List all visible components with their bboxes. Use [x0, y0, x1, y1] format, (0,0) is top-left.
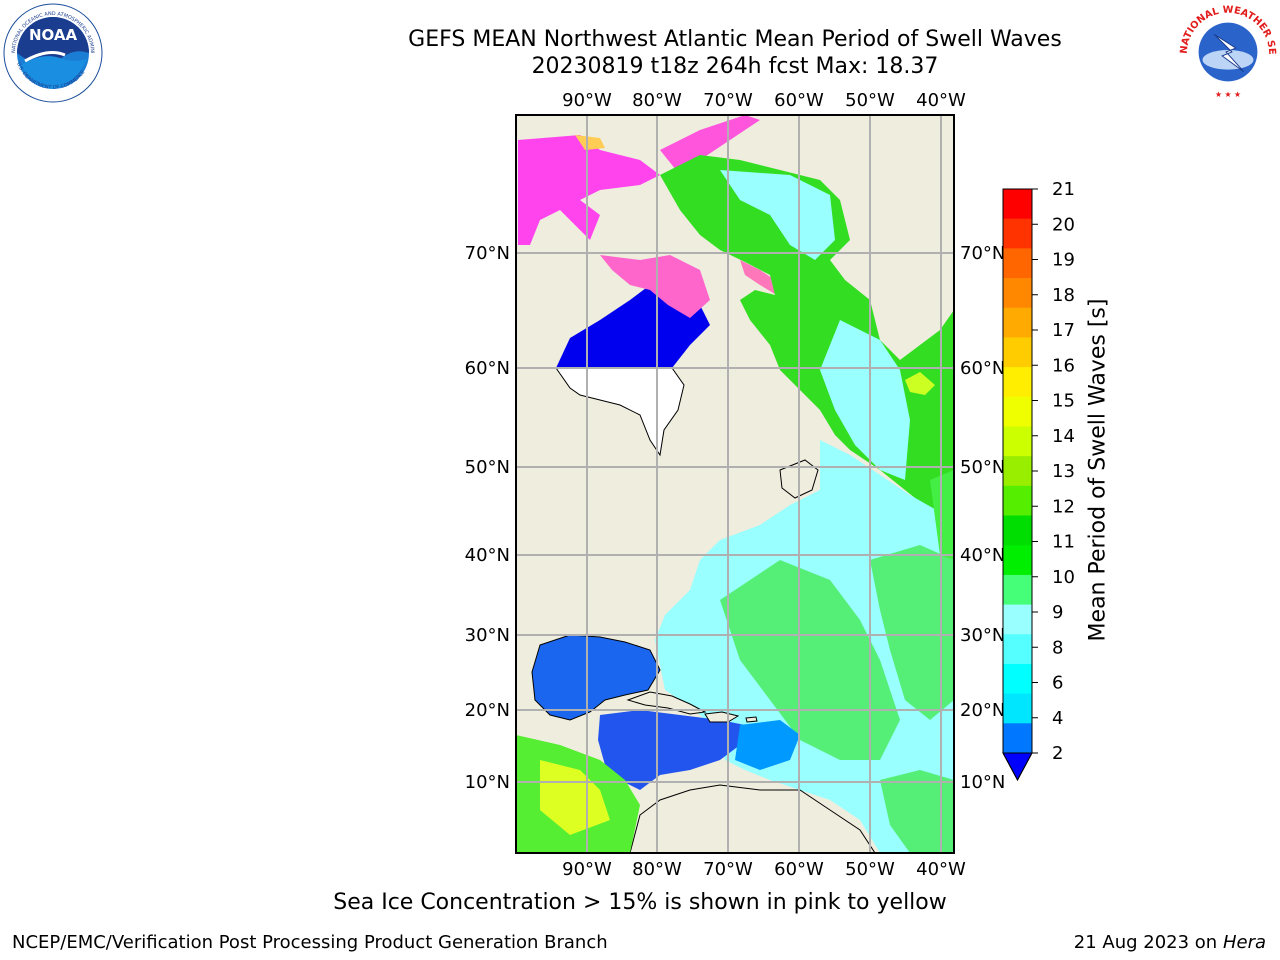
colorbar-swatch	[1003, 485, 1032, 517]
colorbar-swatch	[1003, 456, 1032, 487]
colorbar-label: Mean Period of Swell Waves [s]	[1085, 298, 1111, 642]
lon-tick-top: 70°W	[703, 90, 753, 111]
colorbar-tick-label: 9	[1052, 602, 1063, 623]
lon-tick-top: 80°W	[632, 90, 682, 111]
colorbar-tick-label: 21	[1052, 179, 1075, 200]
colorbar-swatch	[1003, 426, 1032, 457]
lat-tick-right: 10°N	[960, 772, 1005, 793]
ocean-patch	[720, 170, 835, 260]
lon-tick-top: 90°W	[562, 90, 612, 111]
colorbar-tick-label: 12	[1052, 496, 1075, 517]
lat-tick-left: 30°N	[465, 625, 510, 646]
lon-tick-bottom: 90°W	[562, 859, 612, 880]
sea-ice-strait	[600, 255, 710, 318]
greenland-yellow-patch	[905, 372, 935, 395]
south-america	[629, 784, 876, 853]
colorbar-swatch	[1003, 396, 1032, 427]
colorbar-tick-label: 14	[1052, 426, 1075, 447]
colorbar-swatch	[1003, 545, 1032, 576]
colorbar-tick-label: 11	[1052, 532, 1075, 553]
credit-text: NCEP/EMC/Verification Post Processing Pr…	[12, 932, 608, 953]
sea-ice-yellow	[575, 135, 605, 150]
colorbar-tick-label: 4	[1052, 708, 1063, 729]
colorbar-swatch	[1003, 189, 1032, 220]
lon-tick-bottom: 70°W	[703, 859, 753, 880]
colorbar-tick-label: 19	[1052, 250, 1075, 271]
sea-ice-channels	[518, 135, 660, 245]
colorbar-swatch	[1003, 367, 1032, 398]
lon-tick-top: 50°W	[845, 90, 895, 111]
chart-title: GEFS MEAN Northwest Atlantic Mean Period…	[408, 27, 1062, 52]
lat-tick-right: 40°N	[960, 545, 1005, 566]
colorbar-tick-label: 2	[1052, 743, 1063, 764]
colorbar-swatch	[1003, 574, 1032, 606]
hispaniola	[704, 711, 740, 723]
colorbar-tick-label: 13	[1052, 461, 1075, 482]
colorbar-tick-label: 17	[1052, 320, 1075, 341]
graticule	[516, 115, 954, 853]
lat-tick-right: 20°N	[960, 700, 1005, 721]
lon-tick-bottom: 80°W	[632, 859, 682, 880]
run-date-text: 21 Aug 2023 on	[1073, 932, 1218, 953]
lat-tick-left: 70°N	[465, 243, 510, 264]
colorbar-swatch	[1003, 663, 1032, 695]
lat-tick-right: 60°N	[960, 358, 1005, 379]
colorbar-tick-label: 8	[1052, 637, 1063, 658]
colorbar-tick-label: 18	[1052, 285, 1075, 306]
lon-tick-top: 60°W	[774, 90, 824, 111]
colorbar-swatch	[1003, 693, 1032, 724]
lat-tick-right: 30°N	[960, 625, 1005, 646]
gulf-of-mexico	[531, 634, 661, 721]
lon-tick-bottom: 40°W	[916, 859, 966, 880]
lon-tick-bottom: 50°W	[845, 859, 895, 880]
puerto-rico	[745, 716, 758, 723]
colorbar-tick-label: 15	[1052, 391, 1075, 412]
noaa-logo: NOAA NATIONAL OCEANIC AND ATMOSPHERIC AD…	[3, 3, 103, 103]
lat-tick-left: 10°N	[465, 772, 510, 793]
colorbar-tick-label: 10	[1052, 567, 1075, 588]
colorbar-swatch	[1003, 218, 1032, 249]
lat-tick-left: 50°N	[465, 457, 510, 478]
map-frame	[515, 114, 955, 854]
caribbean-sea-east	[735, 720, 800, 770]
sea-ice-note: Sea Ice Concentration > 15% is shown in …	[333, 890, 947, 915]
colorbar-tick-label: 20	[1052, 214, 1075, 235]
colorbar-tick-label: 6	[1052, 673, 1063, 694]
lat-tick-left: 20°N	[465, 700, 510, 721]
colorbar-swatch	[1003, 515, 1032, 546]
colorbar-frame	[1002, 188, 1033, 782]
svg-text:NOAA: NOAA	[29, 26, 78, 44]
lat-tick-left: 60°N	[465, 358, 510, 379]
colorbar-swatch	[1003, 337, 1032, 368]
ocean-green-patch	[870, 545, 954, 720]
chart-subtitle: 20230819 t18z 264h fcst Max: 18.37	[531, 54, 939, 79]
lon-tick-top: 40°W	[916, 90, 966, 111]
svg-text:★ ★ ★: ★ ★ ★	[1215, 90, 1241, 99]
colorbar-swatch	[1003, 278, 1032, 309]
colorbar-extend-triangle	[1002, 752, 1033, 782]
ocean-patch	[820, 320, 910, 480]
lat-tick-right: 50°N	[960, 457, 1005, 478]
ocean-green-patch	[880, 770, 954, 853]
host-name: Hera	[1222, 932, 1266, 953]
sea-ice-north	[660, 115, 760, 175]
caribbean-sea	[598, 710, 745, 790]
colorbar-swatch	[1003, 604, 1032, 635]
colorbar-swatch	[1003, 248, 1032, 279]
lat-tick-right: 70°N	[960, 243, 1005, 264]
colorbar-swatch	[1003, 307, 1032, 338]
lon-tick-bottom: 60°W	[774, 859, 824, 880]
lat-tick-left: 40°N	[465, 545, 510, 566]
colorbar-swatch	[1003, 634, 1032, 665]
colorbar-tick-label: 16	[1052, 355, 1075, 376]
colorbar: 21 20 19 18 17 16 15 14 13 12 11 10 9 8 6 4 2	[1002, 179, 1075, 782]
nws-logo: NATIONAL WEATHER SERVICE ★ ★ ★	[1178, 3, 1277, 99]
colorbar-swatch	[1003, 723, 1032, 754]
pacific-yellow-region	[540, 760, 610, 835]
run-date: 21 Aug 2023 on Hera	[1074, 932, 1266, 953]
